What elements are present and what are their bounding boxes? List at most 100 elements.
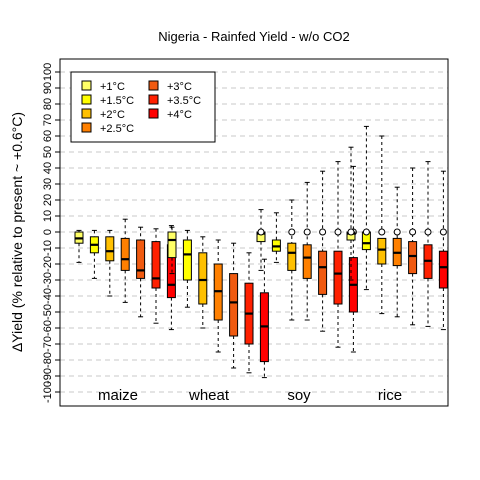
legend-swatch bbox=[148, 94, 159, 105]
legend-item: +2°C bbox=[81, 108, 125, 121]
plot-border bbox=[59, 58, 449, 407]
y-tick-label: 10 bbox=[42, 210, 54, 222]
box-rice-1 bbox=[346, 146, 356, 281]
y-tick-label: 20 bbox=[42, 194, 54, 206]
y-tick-label: -10 bbox=[42, 240, 54, 256]
boxplots bbox=[74, 125, 448, 379]
outlier-point bbox=[439, 228, 447, 236]
box-maize-2 bbox=[89, 229, 99, 279]
y-tick-label: 50 bbox=[42, 146, 54, 158]
legend-swatch bbox=[81, 80, 92, 91]
legend-swatch bbox=[148, 80, 159, 91]
box-body bbox=[377, 237, 387, 265]
box-body bbox=[287, 242, 297, 271]
outlier-point bbox=[334, 228, 342, 236]
box-maize-3 bbox=[105, 229, 115, 297]
outlier-point bbox=[288, 228, 296, 236]
box-body bbox=[333, 250, 343, 305]
outlier-point bbox=[424, 228, 432, 236]
outlier-point bbox=[409, 228, 417, 236]
legend-label: +2.5°C bbox=[100, 123, 134, 135]
box-body bbox=[229, 273, 239, 337]
y-tick-label: -30 bbox=[42, 272, 54, 288]
box-body bbox=[151, 241, 161, 289]
box-rice-7 bbox=[438, 170, 448, 331]
box-maize-4 bbox=[120, 218, 130, 303]
box-body bbox=[120, 237, 130, 271]
y-tick-label: -100 bbox=[42, 381, 54, 403]
box-soy-4 bbox=[302, 181, 312, 321]
box-body bbox=[302, 244, 312, 279]
legend-label: +3.5°C bbox=[167, 95, 201, 107]
box-body bbox=[167, 231, 177, 259]
legend-swatch bbox=[81, 94, 92, 105]
y-tick-label: -90 bbox=[42, 368, 54, 384]
box-soy-3 bbox=[287, 199, 297, 321]
box-body bbox=[438, 250, 448, 289]
y-tick-label: 0 bbox=[42, 229, 54, 235]
outlier-point bbox=[319, 228, 327, 236]
outlier-point bbox=[362, 228, 370, 236]
chart-title: Nigeria - Rainfed Yield - w/o CO2 bbox=[158, 29, 349, 44]
legend-item: +1.5°C bbox=[81, 94, 134, 107]
legend-swatch bbox=[148, 108, 159, 119]
legend-label: +2°C bbox=[100, 109, 125, 121]
box-body bbox=[182, 239, 192, 281]
category-label-maize: maize bbox=[98, 387, 138, 404]
legend-item: +1°C bbox=[81, 80, 125, 93]
box-soy-1 bbox=[256, 209, 266, 271]
y-tick-label: -50 bbox=[42, 304, 54, 320]
outlier-point bbox=[393, 228, 401, 236]
legend-item: +3°C bbox=[148, 80, 192, 93]
y-tick-label: 80 bbox=[42, 98, 54, 110]
outlier-point bbox=[378, 228, 386, 236]
box-body bbox=[198, 252, 208, 305]
y-tick-label: -80 bbox=[42, 352, 54, 368]
category-label-soy: soy bbox=[287, 387, 311, 404]
legend-box bbox=[70, 71, 216, 143]
category-label-rice: rice bbox=[378, 387, 402, 404]
box-body bbox=[136, 239, 146, 279]
y-axis: -100-90-80-70-60-50-40-30-20-10010203040… bbox=[42, 63, 60, 403]
box-wheat-4 bbox=[213, 239, 223, 353]
box-soy-5 bbox=[318, 170, 328, 332]
box-wheat-3 bbox=[198, 236, 208, 329]
y-tick-label: 40 bbox=[42, 162, 54, 174]
legend-item: +4°C bbox=[148, 108, 192, 121]
box-wheat-1 bbox=[167, 226, 177, 275]
box-rice-4 bbox=[392, 186, 402, 318]
box-rice-5 bbox=[408, 167, 418, 326]
box-rice-2 bbox=[361, 125, 371, 291]
box-wheat-7 bbox=[259, 258, 269, 379]
legend-swatch bbox=[81, 122, 92, 133]
box-wheat-6 bbox=[244, 252, 254, 374]
outlier-point bbox=[303, 228, 311, 236]
box-soy-6 bbox=[333, 161, 343, 348]
box-maize-1 bbox=[74, 229, 84, 263]
y-tick-label: -60 bbox=[42, 320, 54, 336]
y-tick-label: -70 bbox=[42, 336, 54, 352]
y-tick-label: 90 bbox=[42, 82, 54, 94]
legend: +1°C +1.5°C +2°C +2.5°C +3°C +3.5°C +4°C bbox=[70, 71, 216, 143]
box-body bbox=[408, 241, 418, 275]
legend-swatch bbox=[81, 108, 92, 119]
y-tick-label: -20 bbox=[42, 256, 54, 272]
box-wheat-2 bbox=[182, 229, 192, 308]
box-maize-6 bbox=[151, 228, 161, 324]
y-axis-label: ΔYield (% relative to present ~ +0.6°C) bbox=[9, 112, 25, 352]
legend-label: +1°C bbox=[100, 81, 125, 93]
box-rice-6 bbox=[423, 161, 433, 327]
y-tick-label: 100 bbox=[42, 63, 54, 81]
legend-item: +3.5°C bbox=[148, 94, 201, 107]
y-tick-label: 30 bbox=[42, 178, 54, 190]
category-label-wheat: wheat bbox=[188, 387, 230, 404]
y-tick-label: 70 bbox=[42, 114, 54, 126]
box-body bbox=[105, 236, 115, 262]
outlier-point bbox=[347, 228, 355, 236]
legend-label: +1.5°C bbox=[100, 95, 134, 107]
box-soy-2 bbox=[271, 212, 281, 263]
y-tick-label: 60 bbox=[42, 130, 54, 142]
y-tick-label: -40 bbox=[42, 288, 54, 304]
box-maize-5 bbox=[136, 226, 146, 318]
